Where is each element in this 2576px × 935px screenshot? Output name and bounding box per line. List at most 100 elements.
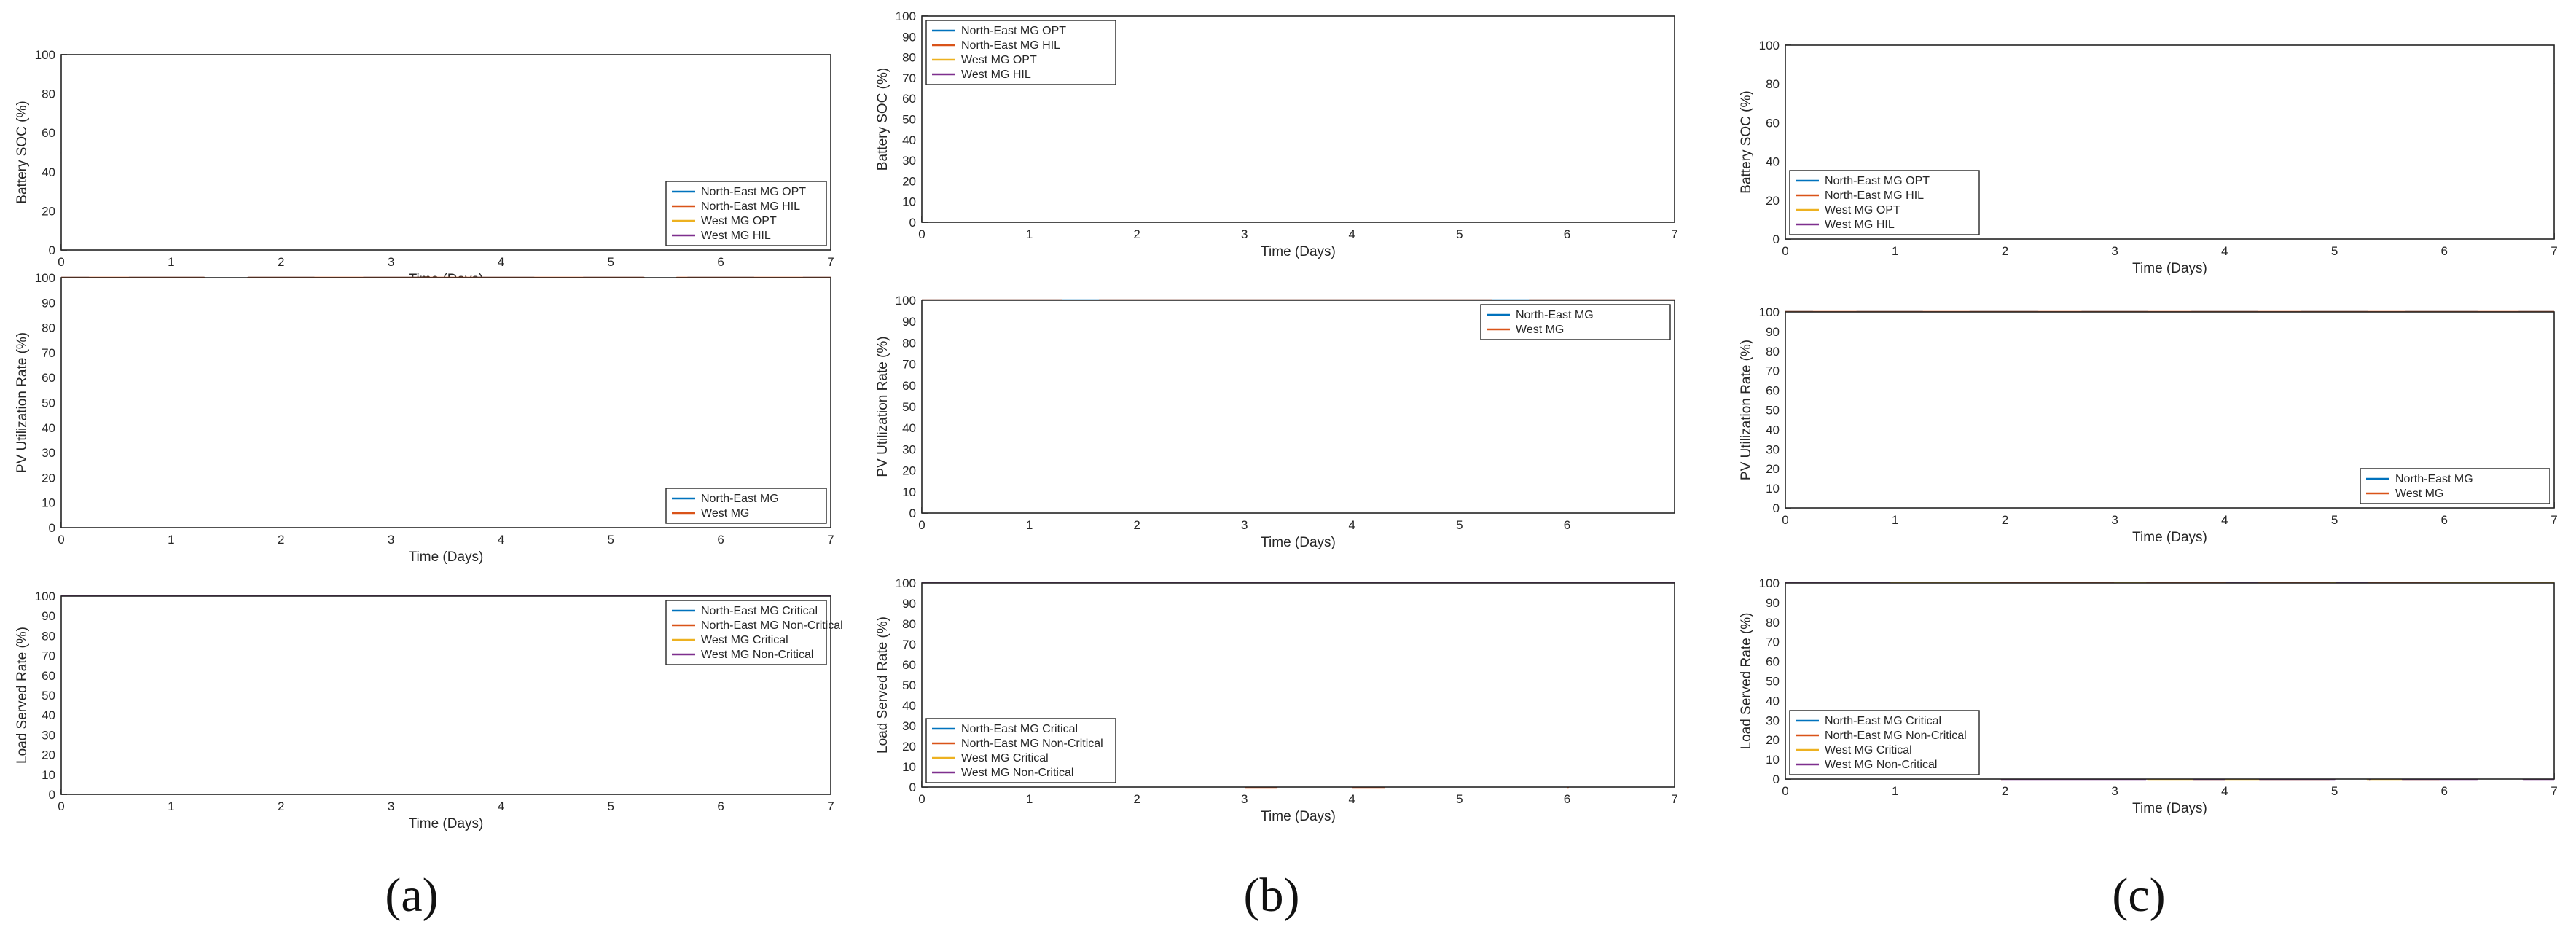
legend-entry: West MG Non-Critical bbox=[1825, 759, 1937, 771]
y-tick-label: 100 bbox=[35, 48, 55, 62]
y-tick-label: 40 bbox=[42, 708, 55, 722]
y-tick-label: 50 bbox=[1766, 675, 1780, 689]
y-tick-label: 0 bbox=[909, 216, 916, 230]
legend-entry: West MG HIL bbox=[701, 230, 771, 242]
y-tick-label: 70 bbox=[1766, 364, 1780, 378]
x-tick-label: 6 bbox=[717, 533, 724, 547]
x-tick-label: 1 bbox=[1892, 244, 1898, 258]
y-tick-label: 20 bbox=[42, 471, 55, 485]
y-axis-label: Battery SOC (%) bbox=[15, 101, 30, 203]
y-tick-label: 80 bbox=[42, 87, 55, 101]
x-tick-label: 5 bbox=[608, 533, 614, 547]
y-tick-label: 10 bbox=[1766, 482, 1780, 496]
legend: North-East MG West MG bbox=[1480, 304, 1671, 340]
x-tick-label: 4 bbox=[1349, 792, 1355, 806]
plot-frame bbox=[60, 277, 831, 528]
y-tick-label: 90 bbox=[42, 296, 55, 310]
x-tick-label: 4 bbox=[498, 255, 504, 269]
x-tick-label: 6 bbox=[717, 799, 724, 813]
legend-entry: North-East MG OPT bbox=[1825, 175, 1930, 187]
x-tick-label: 7 bbox=[2550, 513, 2557, 527]
x-tick-label: 7 bbox=[827, 533, 834, 547]
legend-box bbox=[2360, 468, 2550, 504]
x-tick-label: 1 bbox=[1026, 792, 1033, 806]
x-tick-label: 7 bbox=[2550, 244, 2557, 258]
y-tick-label: 0 bbox=[49, 521, 55, 535]
x-tick-label: 5 bbox=[1456, 227, 1463, 241]
y-tick-label: 70 bbox=[902, 638, 916, 652]
x-tick-label: 0 bbox=[918, 518, 925, 532]
legend-entry: North-East MG Critical bbox=[701, 605, 818, 617]
legend-entry: West MG bbox=[1516, 324, 1564, 336]
x-tick-label: 2 bbox=[278, 255, 284, 269]
y-tick-label: 40 bbox=[902, 699, 916, 713]
y-tick-label: 80 bbox=[902, 617, 916, 631]
panel-label-a: (a) bbox=[385, 869, 438, 922]
x-axis-label: Time (Days) bbox=[409, 549, 484, 565]
x-axis-label: Time (Days) bbox=[2132, 530, 2207, 545]
y-tick-label: 40 bbox=[902, 133, 916, 147]
x-tick-label: 1 bbox=[1892, 784, 1898, 798]
y-tick-label: 80 bbox=[1766, 616, 1780, 630]
y-tick-label: 70 bbox=[902, 358, 916, 372]
y-tick-label: 0 bbox=[1773, 501, 1780, 515]
y-axis-label: Load Served Rate (%) bbox=[15, 627, 30, 764]
y-tick-label: 50 bbox=[42, 396, 55, 410]
y-tick-label: 100 bbox=[35, 590, 55, 603]
y-axis-label: Battery SOC (%) bbox=[875, 68, 890, 171]
y-tick-label: 20 bbox=[1766, 194, 1780, 208]
y-tick-label: 100 bbox=[896, 294, 916, 308]
legend-entry: North-East MG OPT bbox=[701, 186, 806, 198]
y-tick-label: 20 bbox=[42, 748, 55, 762]
y-tick-label: 20 bbox=[902, 740, 916, 754]
y-tick-label: 70 bbox=[42, 346, 55, 360]
x-tick-label: 1 bbox=[168, 799, 174, 813]
y-tick-label: 50 bbox=[42, 689, 55, 703]
x-tick-label: 1 bbox=[168, 533, 174, 547]
legend-entry: North-East MG OPT bbox=[961, 25, 1066, 37]
x-tick-label: 1 bbox=[1892, 513, 1898, 527]
legend-entry: West MG Critical bbox=[961, 752, 1049, 764]
x-tick-label: 0 bbox=[1782, 244, 1788, 258]
x-tick-label: 3 bbox=[1241, 518, 1248, 532]
legend-entry: North-East MG Critical bbox=[961, 723, 1078, 735]
panel-label-c: (c) bbox=[2112, 869, 2165, 922]
x-tick-label: 5 bbox=[1456, 518, 1463, 532]
legend-entry: North-East MG Non-Critical bbox=[1825, 729, 1967, 742]
legend-entry: West MG bbox=[701, 507, 749, 520]
y-tick-label: 10 bbox=[1766, 753, 1780, 767]
y-axis-label: PV Utilization Rate (%) bbox=[15, 332, 30, 473]
y-tick-label: 60 bbox=[1766, 384, 1780, 398]
y-tick-label: 90 bbox=[1766, 325, 1780, 339]
legend-entry: West MG bbox=[2395, 488, 2443, 500]
legend-entry: North-East MG bbox=[2395, 473, 2473, 485]
legend-entry: West MG OPT bbox=[1825, 204, 1900, 216]
chart-c-soc: 0 1 2 3 4 5 6 7 0 20 40 60 80 100 Time (Days) Battery S… bbox=[1739, 39, 2558, 276]
x-tick-label: 3 bbox=[2111, 513, 2118, 527]
y-tick-label: 100 bbox=[35, 271, 55, 285]
y-tick-label: 10 bbox=[902, 195, 916, 209]
legend: North-East MG Critical North-East MG Non-… bbox=[1789, 710, 1980, 775]
y-tick-label: 40 bbox=[1766, 423, 1780, 437]
y-axis-label: Battery SOC (%) bbox=[1739, 90, 1754, 193]
y-tick-label: 80 bbox=[1766, 77, 1780, 91]
x-tick-label: 4 bbox=[498, 799, 504, 813]
legend-entry: West MG OPT bbox=[961, 54, 1037, 66]
legend: North-East MG West MG bbox=[2360, 468, 2550, 504]
legend: North-East MG OPT North-East MG HIL West M… bbox=[925, 20, 1116, 85]
y-tick-label: 0 bbox=[909, 506, 916, 520]
y-tick-label: 60 bbox=[42, 669, 55, 683]
x-tick-label: 6 bbox=[2441, 784, 2448, 798]
x-tick-label: 2 bbox=[278, 799, 284, 813]
x-tick-label: 3 bbox=[1241, 227, 1248, 241]
legend-box bbox=[1789, 710, 1980, 775]
legend-entry: North-East MG bbox=[701, 493, 779, 505]
y-tick-label: 90 bbox=[1766, 596, 1780, 610]
x-tick-label: 5 bbox=[608, 799, 614, 813]
y-tick-label: 0 bbox=[1773, 772, 1780, 786]
y-tick-label: 60 bbox=[902, 92, 916, 106]
